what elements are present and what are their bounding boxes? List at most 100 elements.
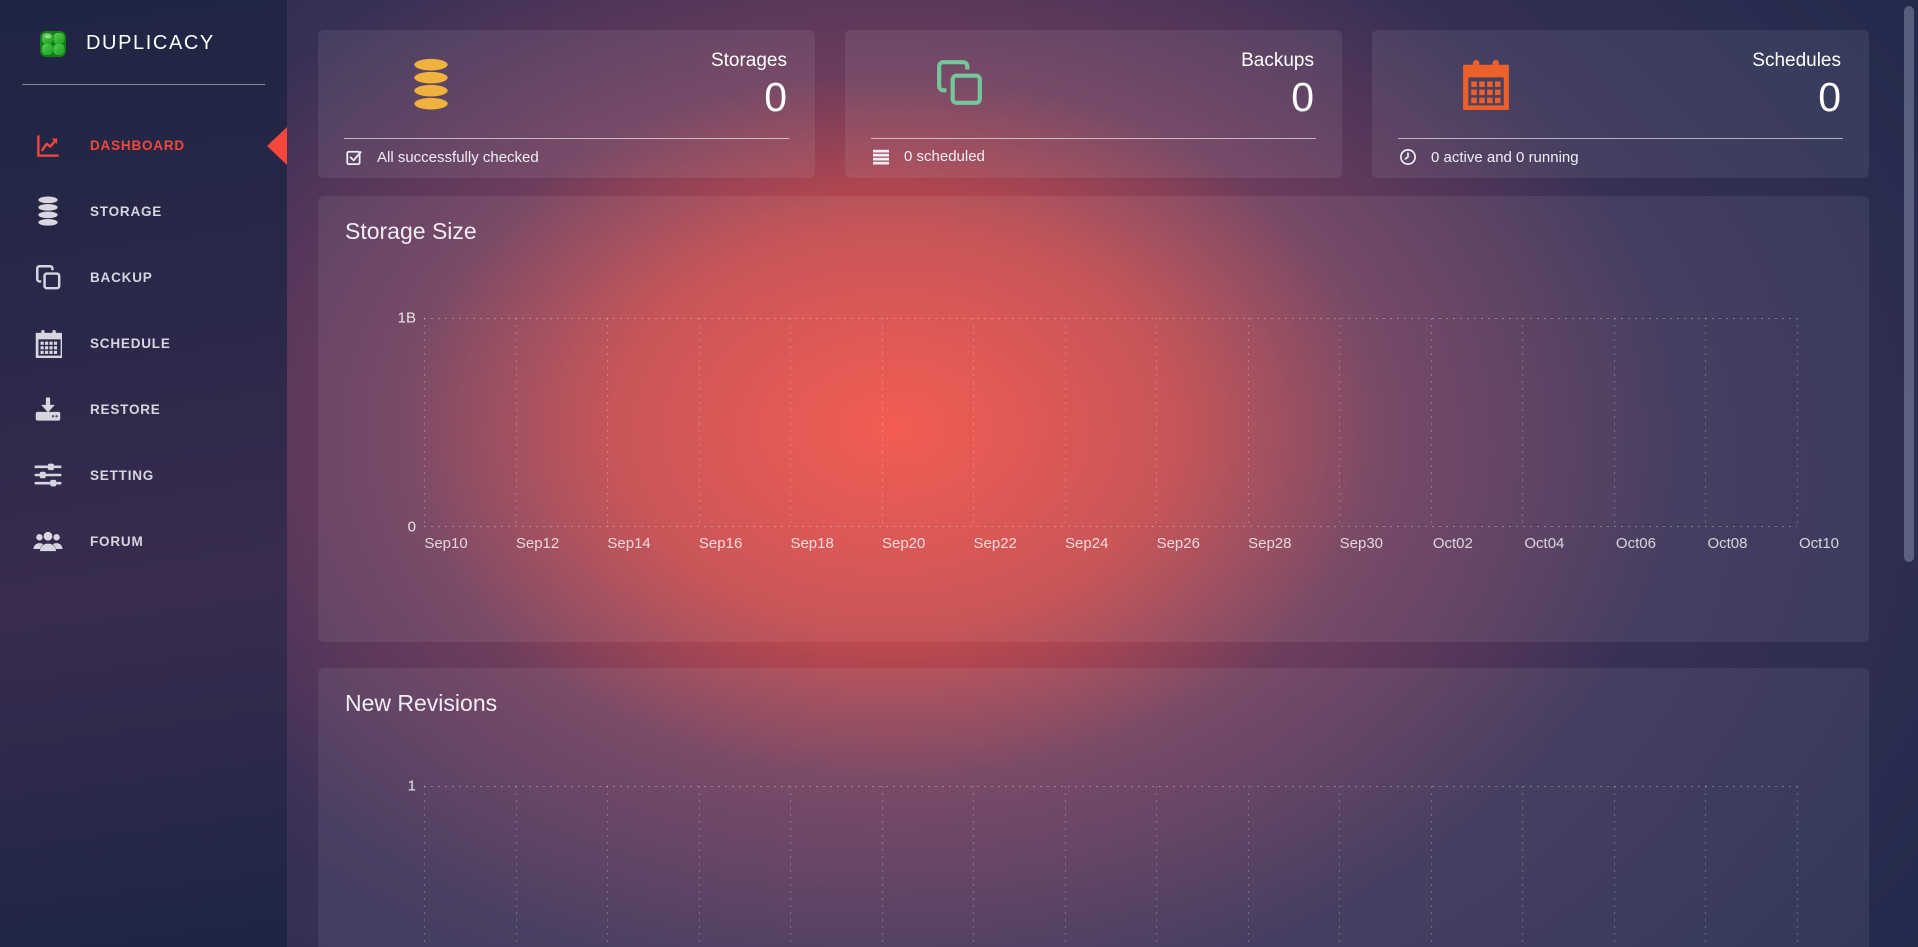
card-value: 0 bbox=[1818, 74, 1841, 120]
grid-line-vertical bbox=[1247, 318, 1249, 527]
card-divider bbox=[344, 138, 789, 139]
card-info: Schedules 0 bbox=[1752, 50, 1841, 120]
clock-icon bbox=[1399, 148, 1417, 166]
grid-line-vertical bbox=[1430, 786, 1432, 947]
grid-line-vertical bbox=[515, 786, 517, 947]
grid-line-vertical bbox=[973, 786, 975, 947]
sidebar: DUPLICACY DASHBOARD bbox=[0, 0, 287, 947]
x-axis-tick-label: Oct02 bbox=[1432, 535, 1473, 552]
card-divider bbox=[871, 138, 1316, 139]
database-icon bbox=[408, 58, 454, 110]
x-axis-tick-label: Sep20 bbox=[881, 535, 926, 552]
grid-line-vertical bbox=[1339, 786, 1341, 947]
y-axis-tick-label: 1B bbox=[397, 309, 416, 327]
sidebar-item-restore[interactable]: RESTORE bbox=[0, 376, 287, 442]
x-axis-tick-label: Sep16 bbox=[698, 535, 743, 552]
sidebar-item-label: FORUM bbox=[90, 533, 144, 549]
grid-line-vertical bbox=[698, 318, 700, 527]
grid-line-vertical bbox=[1797, 786, 1798, 947]
x-axis-tick-label: Sep26 bbox=[1156, 535, 1200, 552]
x-axis-tick-label: Sep22 bbox=[973, 535, 1017, 552]
grid-line-vertical bbox=[424, 318, 425, 527]
grid-line-vertical bbox=[1339, 318, 1341, 527]
y-axis-tick-label: 0 bbox=[407, 518, 416, 536]
x-axis-tick-label: Oct10 bbox=[1798, 535, 1840, 552]
card-info: Storages 0 bbox=[711, 50, 787, 120]
x-axis-tick-label: Sep12 bbox=[515, 535, 560, 552]
grid-line-vertical bbox=[1247, 786, 1249, 947]
sidebar-item-setting[interactable]: SETTING bbox=[0, 442, 287, 508]
sidebar-item-label: SETTING bbox=[90, 467, 155, 483]
sidebar-item-label: BACKUP bbox=[90, 269, 153, 285]
sidebar-item-schedule[interactable]: SCHEDULE bbox=[0, 310, 287, 376]
x-axis-tick-label: Oct04 bbox=[1524, 535, 1565, 552]
copy-icon bbox=[33, 264, 63, 291]
grid-line-vertical bbox=[1064, 318, 1066, 527]
grid-line-horizontal bbox=[424, 526, 1797, 527]
x-axis-tick-label: Sep28 bbox=[1248, 535, 1292, 552]
sidebar-divider bbox=[22, 84, 265, 85]
card-title: Storages bbox=[710, 50, 787, 71]
download-icon bbox=[33, 396, 63, 422]
card-footer: All successfully checked bbox=[345, 148, 539, 166]
sidebar-item-label: STORAGE bbox=[90, 203, 163, 219]
x-axis-tick-label: Sep18 bbox=[790, 535, 834, 552]
grid-line-vertical bbox=[881, 786, 883, 947]
card-info: Backups 0 bbox=[1241, 50, 1314, 120]
list-icon bbox=[872, 149, 890, 165]
card-footer-text: 0 active and 0 running bbox=[1431, 148, 1579, 166]
grid-line-vertical bbox=[790, 786, 792, 947]
grid-line-vertical bbox=[1797, 318, 1798, 527]
check-square-icon bbox=[345, 148, 363, 166]
app-title: DUPLICACY bbox=[86, 31, 215, 54]
sliders-icon bbox=[33, 462, 63, 488]
new-revisions-chart: 1 bbox=[408, 778, 1798, 947]
grid-line-vertical bbox=[1522, 786, 1524, 947]
x-axis-tick-label: Sep14 bbox=[607, 535, 651, 552]
grid-line-vertical bbox=[1613, 318, 1615, 527]
new-revisions-panel: New Revisions 1 bbox=[318, 668, 1869, 947]
x-axis-tick-label: Oct08 bbox=[1707, 535, 1748, 552]
sidebar-item-dashboard[interactable]: DASHBOARD bbox=[0, 112, 287, 178]
storage-size-chart: 1B 0 Sep10 Sep12 Sep14 Sep16 Sep18 Sep20 Sep22… bbox=[398, 310, 1839, 553]
database-icon bbox=[33, 196, 63, 226]
panel-title: Storage Size bbox=[345, 218, 477, 244]
vertical-scrollbar[interactable] bbox=[1904, 6, 1914, 562]
grid-line-vertical bbox=[973, 318, 975, 527]
sidebar-item-forum[interactable]: FORUM bbox=[0, 508, 287, 574]
grid-line-vertical bbox=[698, 786, 700, 947]
sidebar-item-storage[interactable]: STORAGE bbox=[0, 178, 287, 244]
grid-line-vertical bbox=[1613, 786, 1615, 947]
card-footer-text: All successfully checked bbox=[377, 148, 539, 166]
grid-line-vertical bbox=[1156, 318, 1158, 527]
grid-line-vertical bbox=[1064, 786, 1066, 947]
card-footer-text: 0 scheduled bbox=[904, 148, 985, 165]
card-footer: 0 active and 0 running bbox=[1399, 148, 1579, 166]
backups-card[interactable]: Backups 0 0 scheduled bbox=[845, 30, 1342, 178]
sidebar-item-backup[interactable]: BACKUP bbox=[0, 244, 287, 310]
schedules-card[interactable]: Schedules 0 0 active and 0 running bbox=[1372, 30, 1869, 178]
sidebar-item-label: SCHEDULE bbox=[90, 335, 171, 351]
grid-line-vertical bbox=[424, 786, 425, 947]
active-item-arrow bbox=[267, 127, 287, 165]
card-value: 0 bbox=[764, 74, 787, 120]
sidebar-item-label: RESTORE bbox=[90, 401, 161, 417]
grid-line-horizontal bbox=[424, 318, 1797, 319]
calendar-icon bbox=[1462, 58, 1510, 110]
x-axis-tick-label: Oct06 bbox=[1615, 535, 1656, 552]
calendar-icon bbox=[33, 329, 63, 358]
storages-card[interactable]: Storages 0 All successfully checked bbox=[318, 30, 815, 178]
grid-line-vertical bbox=[1156, 786, 1158, 947]
storage-size-panel: Storage Size 1B 0 Sep10 Sep12 Sep14 Sep16 Se… bbox=[318, 196, 1869, 642]
x-axis-tick-label: Sep30 bbox=[1339, 535, 1384, 552]
sidebar-menu: DASHBOARD STORAGE bbox=[0, 112, 287, 574]
x-axis-tick-label: Sep24 bbox=[1065, 535, 1109, 552]
main-content: Storages 0 All successfully checked bbox=[287, 0, 1918, 947]
card-title: Schedules bbox=[1752, 50, 1841, 71]
y-axis-tick-label: 1 bbox=[407, 777, 416, 795]
sidebar-item-label: DASHBOARD bbox=[90, 137, 185, 153]
users-icon bbox=[33, 528, 63, 554]
grid-line-vertical bbox=[1522, 318, 1524, 527]
grid-line-vertical bbox=[607, 318, 609, 527]
